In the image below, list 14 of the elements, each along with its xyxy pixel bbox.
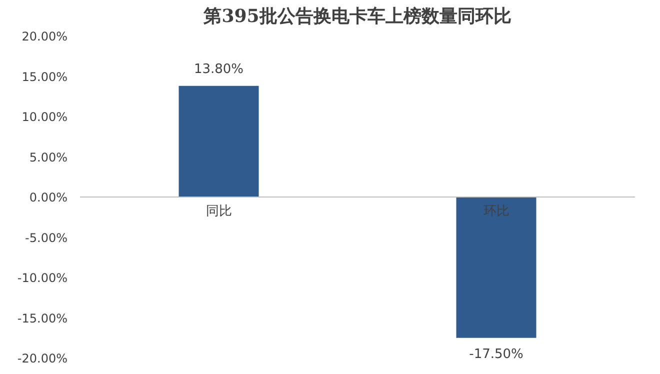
x-tick-label: 环比 — [483, 204, 510, 219]
y-tick-label: 5.00% — [29, 150, 68, 164]
data-label: -17.50% — [469, 346, 524, 362]
y-tick-label: 0.00% — [29, 190, 68, 204]
y-tick-label: 20.00% — [22, 30, 68, 44]
y-tick-label: 15.00% — [22, 70, 68, 84]
chart-title: 第395批公告换电卡车上榜数量同环比 — [202, 6, 512, 27]
y-tick-label: -5.00% — [25, 230, 68, 245]
y-tick-label: -10.00% — [17, 271, 68, 285]
y-tick-label: -20.00% — [17, 352, 68, 366]
x-tick-label: 同比 — [206, 204, 232, 219]
y-tick-label: 10.00% — [22, 110, 68, 124]
data-label: 13.80% — [194, 62, 244, 77]
y-tick-label: -15.00% — [17, 311, 68, 326]
